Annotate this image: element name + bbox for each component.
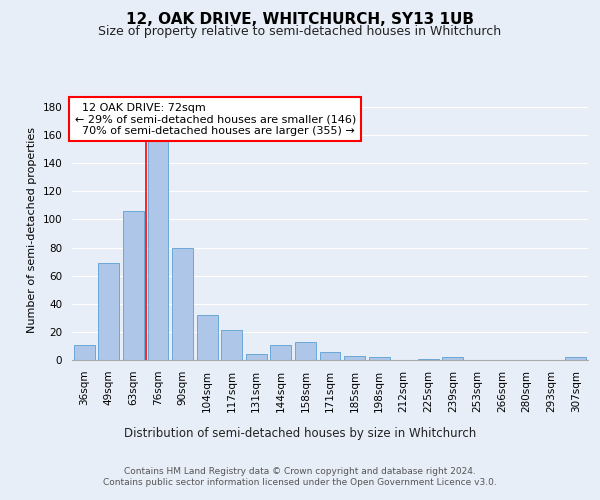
Bar: [320, 352, 340, 360]
Bar: [221, 330, 242, 360]
Bar: [565, 357, 586, 360]
Bar: [98, 263, 119, 360]
Bar: [123, 211, 144, 360]
Text: Contains HM Land Registry data © Crown copyright and database right 2024.
Contai: Contains HM Land Registry data © Crown c…: [103, 468, 497, 487]
Y-axis label: Number of semi-detached properties: Number of semi-detached properties: [27, 127, 37, 333]
Bar: [368, 357, 389, 360]
Bar: [295, 342, 316, 360]
Bar: [148, 140, 169, 360]
Bar: [172, 248, 193, 360]
Bar: [246, 354, 267, 360]
Text: Size of property relative to semi-detached houses in Whitchurch: Size of property relative to semi-detach…: [98, 25, 502, 38]
Text: 12 OAK DRIVE: 72sqm
← 29% of semi-detached houses are smaller (146)
  70% of sem: 12 OAK DRIVE: 72sqm ← 29% of semi-detach…: [74, 102, 356, 136]
Bar: [344, 356, 365, 360]
Bar: [418, 358, 439, 360]
Bar: [442, 357, 463, 360]
Text: 12, OAK DRIVE, WHITCHURCH, SY13 1UB: 12, OAK DRIVE, WHITCHURCH, SY13 1UB: [126, 12, 474, 28]
Bar: [271, 344, 292, 360]
Text: Distribution of semi-detached houses by size in Whitchurch: Distribution of semi-detached houses by …: [124, 428, 476, 440]
Bar: [197, 315, 218, 360]
Bar: [74, 344, 95, 360]
